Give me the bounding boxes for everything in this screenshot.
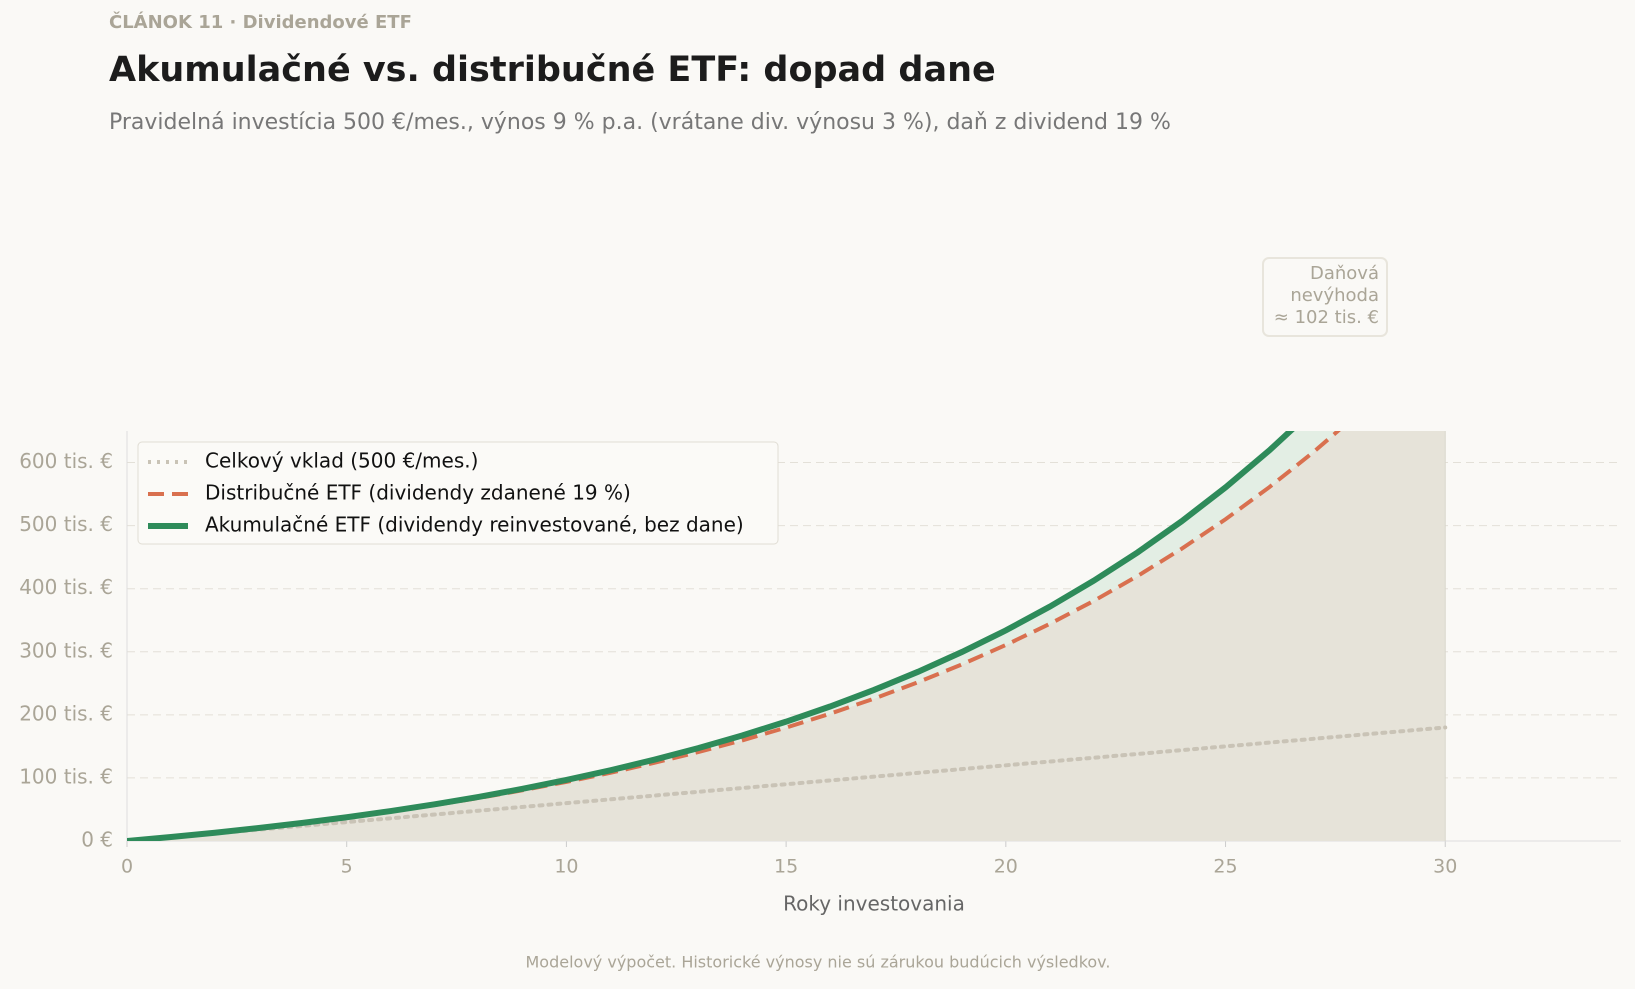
y-tick-label: 200 tis. €	[19, 701, 113, 725]
series-line	[127, 725, 1448, 841]
annotation-box	[1262, 257, 1388, 337]
legend-label: Distribučné ETF (dividendy zdanené 19 %)	[205, 481, 631, 505]
annotation: nevýhoda	[1290, 285, 1379, 306]
header: ČLÁNOK 11 · Dividendové ETF	[109, 11, 412, 33]
y-tick-label: 100 tis. €	[19, 764, 113, 788]
annotation: Daňová	[1310, 263, 1379, 284]
legend-label: Celkový vklad (500 €/mes.)	[205, 449, 478, 473]
series-line	[127, 431, 1295, 841]
x-tick-label: 25	[1213, 856, 1237, 878]
y-tick-label: 0 €	[81, 828, 113, 852]
x-tick-label: 10	[554, 856, 578, 878]
x-tick-label: 5	[341, 856, 353, 878]
x-tick-label: 30	[1433, 856, 1457, 878]
y-tick-label: 500 tis. €	[19, 512, 113, 536]
series-area	[127, 431, 1448, 841]
y-tick-label: 400 tis. €	[19, 575, 113, 599]
x-axis-label: Roky investovania	[783, 892, 965, 916]
footnote: Modelový výpočet. Historické výnosy nie …	[526, 953, 1111, 972]
subtitle: Pravidelná investícia 500 €/mes., výnos …	[109, 110, 1171, 135]
legend-box	[137, 441, 779, 545]
area-fill	[127, 431, 1446, 841]
x-tick-label: 0	[121, 856, 133, 878]
annotation: ≈ 102 tis. €	[1274, 307, 1379, 328]
x-tick-label: 15	[774, 856, 798, 878]
y-tick-label: 600 tis. €	[19, 449, 113, 473]
y-tick-label: 300 tis. €	[19, 638, 113, 662]
legend-label: Akumulačné ETF (dividendy reinvestované,…	[205, 513, 744, 537]
chart-title: Akumulačné vs. distribučné ETF: dopad da…	[109, 50, 996, 90]
x-tick-label: 20	[994, 856, 1018, 878]
